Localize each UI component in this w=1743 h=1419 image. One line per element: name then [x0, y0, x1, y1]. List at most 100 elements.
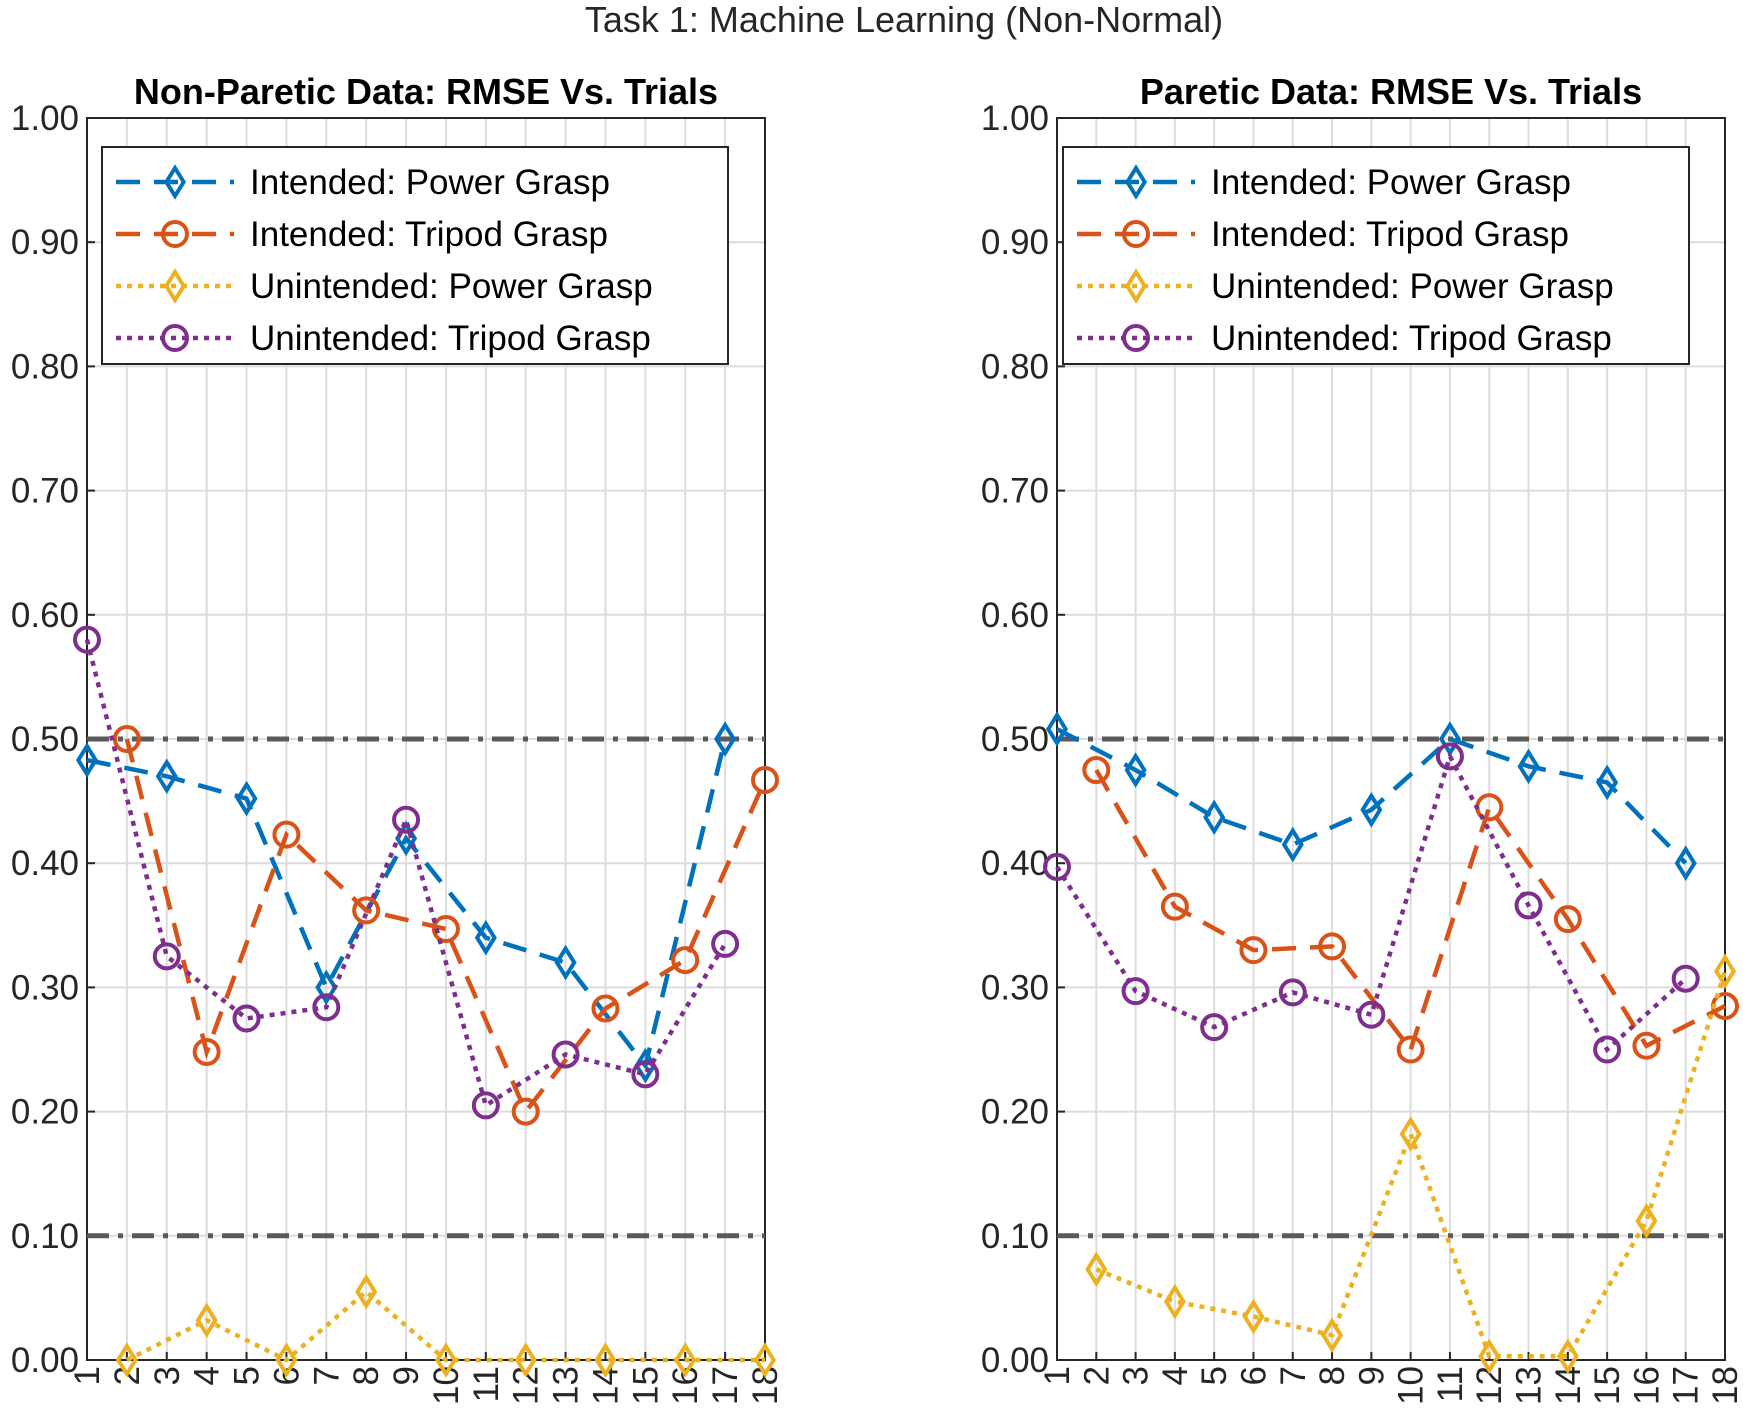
data-point: [1360, 791, 1383, 828]
data-point: [714, 721, 737, 757]
figure-title: Task 1: Machine Learning (Non-Normal): [585, 0, 1223, 40]
x-tick-label: 2: [1077, 1366, 1116, 1385]
y-tick-label: 0.30: [981, 968, 1049, 1007]
data-point: [1318, 932, 1347, 961]
x-tick-label: 1: [68, 1366, 107, 1385]
series-4: [1043, 742, 1700, 1064]
y-tick-label: 1.00: [981, 99, 1049, 138]
legend-label: Unintended: Tripod Grasp: [250, 319, 651, 358]
data-point: [115, 1342, 138, 1378]
series-line: [1055, 727, 1688, 865]
data-point: [554, 944, 577, 981]
series-4: [73, 625, 740, 1120]
series-1: [75, 721, 737, 1084]
data-point: [1632, 1031, 1661, 1060]
data-point: [195, 1302, 218, 1339]
y-tick-label: 0.00: [11, 1341, 79, 1380]
data-point: [1593, 1035, 1622, 1064]
data-point: [1514, 891, 1543, 920]
data-point: [431, 915, 460, 944]
y-tick-label: 0.10: [11, 1217, 79, 1256]
data-point: [1553, 905, 1582, 934]
data-point: [1321, 1317, 1344, 1353]
x-tick-label: 4: [188, 1366, 227, 1385]
data-point: [753, 1342, 777, 1378]
y-tick-label: 0.10: [981, 1217, 1049, 1256]
data-point: [1357, 1000, 1386, 1029]
data-point: [352, 896, 381, 925]
data-point: [155, 758, 178, 795]
data-point: [1124, 752, 1147, 788]
data-point: [1713, 953, 1737, 990]
x-tick-label: 13: [547, 1366, 586, 1405]
y-tick-label: 0.80: [981, 347, 1049, 386]
y-tick-label: 0.70: [11, 472, 79, 511]
x-tick-label: 15: [626, 1366, 665, 1405]
data-point: [355, 1273, 378, 1310]
data-point: [1556, 1338, 1579, 1375]
chart-title: Paretic Data: RMSE Vs. Trials: [1140, 71, 1642, 112]
x-tick-label: 3: [1117, 1366, 1156, 1385]
legend-marker: [1124, 164, 1148, 200]
data-point: [514, 1342, 537, 1378]
data-point: [1396, 1035, 1425, 1064]
data-point: [1596, 764, 1619, 801]
y-tick-label: 0.40: [981, 844, 1049, 883]
data-point: [275, 1342, 298, 1378]
legend: Intended: Power Grasp Intended: Tripod Gr…: [1062, 146, 1690, 365]
data-point: [1674, 845, 1697, 881]
data-point: [1478, 1338, 1501, 1375]
legend-marker: [163, 268, 187, 304]
data-point: [1163, 1283, 1186, 1320]
data-point: [671, 946, 700, 975]
legend-marker: [161, 324, 189, 352]
x-tick-label: 9: [1352, 1366, 1391, 1385]
x-tick-label: 5: [1195, 1366, 1234, 1385]
data-point: [1082, 756, 1111, 785]
data-point: [1435, 742, 1464, 771]
x-tick-label: 17: [1667, 1366, 1706, 1405]
x-tick-label: 17: [706, 1366, 745, 1405]
data-point: [591, 994, 620, 1023]
y-tick-label: 0.50: [11, 720, 79, 759]
data-point: [1242, 1298, 1265, 1335]
x-tick-label: 1: [1038, 1366, 1077, 1385]
x-tick-label: 8: [1313, 1366, 1352, 1385]
data-point: [1043, 852, 1071, 881]
series-line: [84, 639, 728, 1109]
y-tick-label: 0.20: [11, 1093, 79, 1132]
data-point: [674, 1342, 697, 1378]
x-tick-label: 13: [1510, 1366, 1549, 1405]
chart-title: Non-Paretic Data: RMSE Vs. Trials: [134, 71, 718, 112]
data-point: [1281, 826, 1304, 863]
x-tick-label: 18: [1706, 1366, 1743, 1405]
data-point: [511, 1097, 540, 1126]
y-tick-label: 0.90: [11, 223, 79, 262]
data-point: [112, 725, 141, 753]
legend-marker: [1122, 324, 1150, 352]
x-tick-label: 3: [148, 1366, 187, 1385]
data-point: [711, 929, 740, 958]
data-point: [1203, 799, 1226, 836]
x-tick-label: 7: [1274, 1366, 1313, 1385]
y-tick-label: 0.70: [981, 472, 1049, 511]
y-tick-label: 1.00: [11, 99, 79, 138]
x-tick-label: 16: [1627, 1366, 1666, 1405]
legend-label: Unintended: Power Grasp: [250, 267, 653, 306]
series-1: [1045, 711, 1697, 881]
y-tick-label: 0.60: [981, 596, 1049, 635]
chart-non-paretic: 0.00 0.10 0.20 0.30 0.40 0.50 0.60 0.70 0.80 0.90…: [11, 71, 785, 1405]
data-point: [1121, 977, 1150, 1006]
legend-marker: [161, 220, 189, 248]
data-point: [152, 942, 181, 971]
data-point: [751, 765, 779, 794]
data-point: [1239, 936, 1268, 965]
series-3: [1085, 953, 1737, 1375]
data-point: [392, 805, 421, 834]
data-point: [272, 820, 301, 849]
y-tick-label: 0.40: [11, 844, 79, 883]
series-line: [125, 1288, 765, 1363]
series-line: [1095, 970, 1728, 1359]
legend-label: Intended: Tripod Grasp: [1211, 215, 1569, 254]
